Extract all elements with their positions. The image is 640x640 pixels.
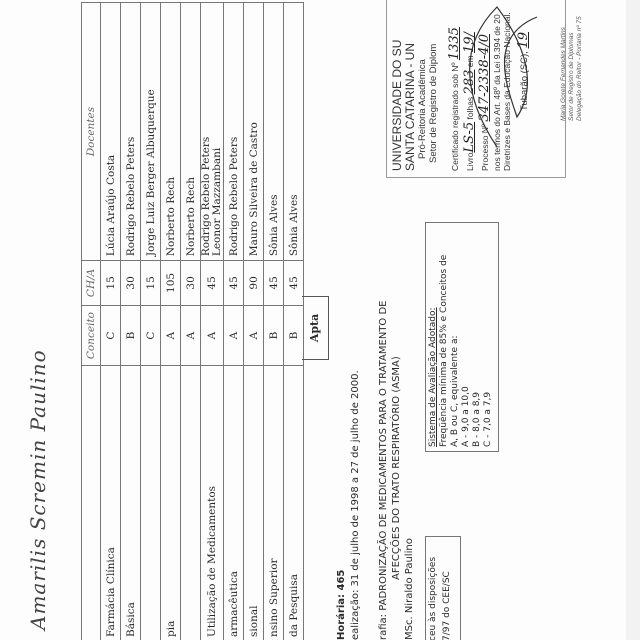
table-row: pia A 105 Norberto Rech [160, 2, 181, 640]
handwritten-signature-icon [469, 6, 538, 148]
scan-edge [626, 0, 640, 640]
advisor: MSc. Niraldo Paulino [404, 538, 415, 640]
table-row: nsino Superior B 45 Sônia Alves [263, 2, 284, 640]
header-concept: Conceito [81, 305, 101, 366]
monograph-title-1: rafia: PADRONIZAÇÃO DE MEDICAMENTOS PARA… [378, 300, 389, 640]
period: ealização: 31 de julho de 1998 a 27 de j… [350, 370, 361, 640]
legal-box: ceu às disposições 7/97 do CEE/SC [425, 536, 461, 640]
header-teachers: Docentes [81, 2, 101, 261]
monograph-title-2: AFECÇÕES DO TRATO RESPIRATÓRIO (ASMA) [391, 356, 402, 580]
table-row: C 15 Jorge Luiz Berger Albuquerque [140, 2, 161, 640]
total-hours: Horária: 465 [336, 569, 347, 640]
table-row: armacêutica A 45 Rodrigo Rebelo Peters [223, 2, 244, 640]
table-row: Utilização de Medicamentos A 45 Rodrigo Reb… [200, 2, 224, 640]
table-row: Farmácia Clínica C 15 Lúcia Araújo Costa [100, 2, 121, 640]
disciplines-table: Conceito CH/A Docentes Farmácia Clínica C… [81, 2, 304, 640]
signature-name: Amarilis Scremin Paulino [26, 349, 50, 630]
table-row: sional A 90 Mauro Silveira de Castro [243, 2, 264, 640]
table-row: da Pesquisa B 45 Sônia Alves [283, 2, 304, 640]
evaluation-box: Sistema de Avaliação Adotado: Freqüência… [425, 222, 499, 452]
table-row: A 30 Norberto Rech [180, 2, 201, 640]
header-hours: CH/A [81, 260, 101, 306]
registration-stamp: UNIVERSIDADE DO SU SANTA CATARINA - UN P… [386, 0, 583, 178]
table-row: Básica B 30 Rodrigo Rebelo Peters [120, 2, 141, 640]
result-apta: Apta [302, 296, 329, 360]
table-header: Conceito CH/A Docentes [81, 2, 101, 640]
